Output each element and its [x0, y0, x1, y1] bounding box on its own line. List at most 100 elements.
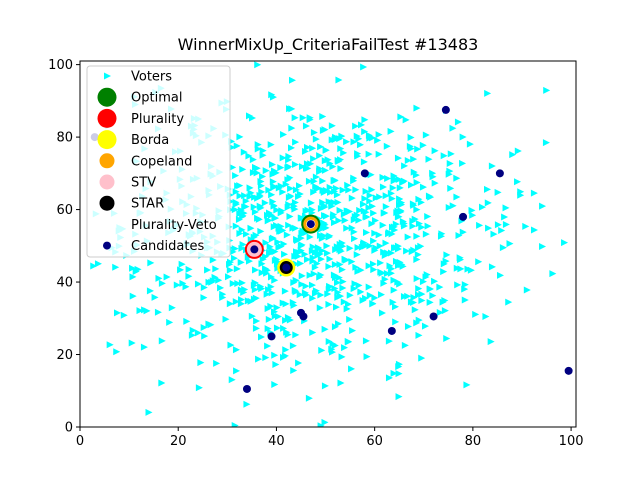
voter-point: [336, 206, 344, 214]
voter-point: [382, 239, 390, 247]
voter-point: [419, 278, 427, 286]
voter-point: [326, 255, 334, 263]
voter-point: [325, 198, 333, 206]
voter-point: [343, 224, 351, 232]
voter-point: [404, 157, 412, 165]
voter-point: [346, 315, 354, 323]
voter-point: [259, 151, 267, 159]
candidate-point: [429, 312, 438, 321]
voter-point: [390, 177, 398, 185]
voter-point: [232, 222, 240, 230]
voter-point: [319, 112, 327, 120]
voter-point: [201, 332, 209, 340]
voter-point: [337, 145, 345, 153]
voter-point: [411, 306, 419, 314]
voter-point: [264, 325, 272, 333]
voter-point: [291, 198, 299, 206]
voter-point: [345, 338, 353, 346]
voter-point: [400, 177, 408, 185]
voter-point: [259, 172, 267, 180]
voter-point: [245, 112, 253, 120]
voter-point: [279, 188, 287, 196]
voter-point: [283, 231, 291, 239]
legend-label-stv: STV: [131, 176, 156, 191]
voter-point: [379, 221, 387, 229]
voter-point: [389, 184, 397, 192]
voter-point: [350, 285, 358, 293]
voter-point: [335, 76, 343, 84]
voter-point: [326, 159, 334, 167]
voter-point: [350, 228, 358, 236]
voter-point: [303, 256, 311, 264]
voter-point: [302, 291, 310, 299]
voter-point: [494, 188, 502, 196]
voter-point: [230, 254, 238, 262]
voter-point: [282, 346, 290, 354]
voter-point: [252, 294, 260, 302]
voter-point: [317, 143, 325, 151]
voter-point: [240, 148, 248, 156]
voter-point: [106, 341, 114, 349]
voter-point: [402, 116, 410, 124]
voter-point: [304, 143, 312, 151]
voter-point: [257, 333, 265, 341]
voter-point: [275, 224, 283, 232]
voter-point: [385, 229, 393, 237]
voter-point: [318, 247, 326, 255]
voter-point: [404, 322, 412, 330]
voter-point: [514, 147, 522, 155]
voter-point: [522, 222, 530, 230]
legend-label-voters: Voters: [131, 70, 172, 85]
voter-point: [321, 203, 329, 211]
voter-point: [219, 290, 227, 298]
voter-point: [256, 193, 264, 201]
voter-point: [394, 213, 402, 221]
voter-point: [255, 215, 263, 223]
voter-point: [389, 298, 397, 306]
voter-point: [388, 195, 396, 203]
voter-point: [301, 147, 309, 155]
voter-point: [247, 189, 255, 197]
voter-point: [362, 187, 370, 195]
voter-point: [354, 267, 362, 275]
voter-point: [323, 242, 331, 250]
voter-point: [410, 246, 418, 254]
voter-point: [238, 226, 246, 234]
voter-point: [234, 182, 242, 190]
voter-point: [258, 260, 266, 268]
voter-point: [490, 230, 498, 238]
voter-point: [449, 124, 457, 132]
voter-point: [334, 279, 342, 287]
voter-point: [314, 244, 322, 252]
voter-point: [309, 144, 317, 152]
voter-point: [134, 265, 142, 273]
voter-point: [440, 152, 448, 160]
voter-point: [329, 213, 337, 221]
voter-point: [494, 221, 502, 229]
voter-point: [348, 258, 356, 266]
voter-point: [189, 326, 197, 334]
voter-point: [331, 187, 339, 195]
voter-point: [297, 234, 305, 242]
voter-point: [427, 193, 435, 201]
voter-point: [390, 276, 398, 284]
voter-point: [365, 262, 373, 270]
voter-point: [446, 159, 454, 167]
voter-point: [485, 224, 493, 232]
voter-point: [284, 203, 292, 211]
voter-point: [459, 159, 467, 167]
voter-point: [413, 104, 421, 112]
voter-point: [353, 132, 361, 140]
voter-point: [163, 273, 171, 281]
voter-point: [442, 257, 450, 265]
voter-point: [360, 63, 368, 71]
voter-point: [288, 76, 296, 84]
voter-point: [185, 265, 193, 273]
candidate-point: [387, 326, 396, 335]
voter-point: [319, 199, 327, 207]
voter-point: [249, 156, 257, 164]
voter-point: [410, 155, 418, 163]
voter-point: [261, 199, 269, 207]
voter-point: [331, 285, 339, 293]
